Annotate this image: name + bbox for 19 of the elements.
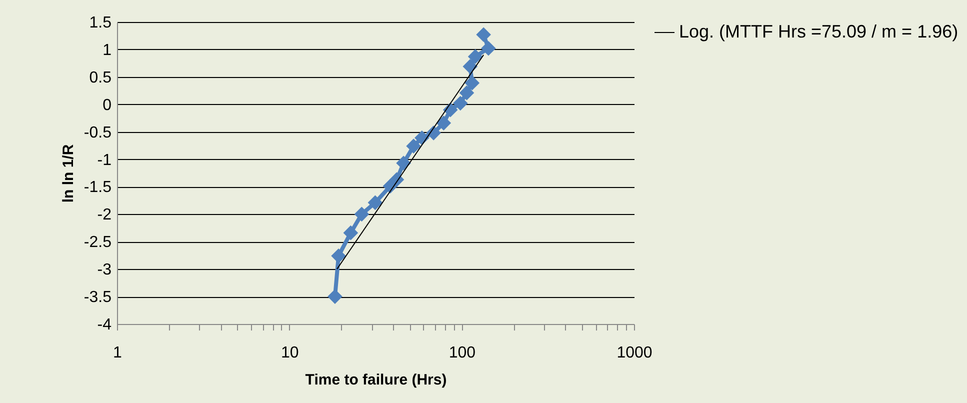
x-tick-label: 10 bbox=[280, 344, 299, 362]
y-axis-title: ln ln 1/R bbox=[60, 144, 77, 203]
x-tick-label: 1 bbox=[113, 344, 122, 362]
x-axis-title: Time to failure (Hrs) bbox=[305, 372, 447, 388]
y-tick-label: -2 bbox=[97, 206, 112, 224]
y-tick-label: -3 bbox=[97, 262, 112, 279]
y-tick-label: -4 bbox=[97, 316, 112, 334]
y-tick-label: -3.5 bbox=[84, 289, 112, 306]
y-tick-label: -2.5 bbox=[84, 234, 112, 252]
y-tick-label: 1.5 bbox=[89, 14, 112, 32]
y-tick-label: -1.5 bbox=[84, 179, 112, 196]
legend-label: Log. (MTTF Hrs =75.09 / m = 1.96) bbox=[679, 22, 958, 42]
y-tick-label: -0.5 bbox=[84, 124, 112, 142]
y-tick-label: -1 bbox=[97, 152, 112, 169]
x-tick-label: 100 bbox=[448, 344, 476, 362]
y-tick-label: 1 bbox=[102, 42, 112, 59]
y-tick-label: 0 bbox=[102, 96, 112, 114]
y-tick-label: 0.5 bbox=[89, 69, 112, 86]
x-tick-label: 1000 bbox=[616, 344, 652, 362]
